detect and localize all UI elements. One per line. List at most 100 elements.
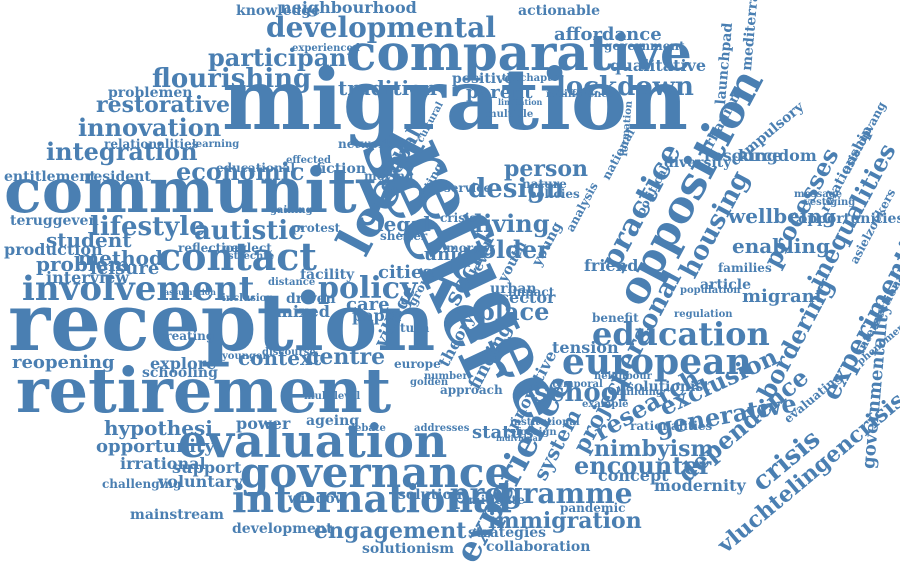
word-community: community [4, 154, 393, 227]
word-neglect: neglect [222, 241, 272, 255]
word-reflection: reflection [178, 241, 243, 255]
word-golden: golden [410, 377, 449, 388]
word-fiction: fiction [316, 161, 367, 177]
word-problem: problem [36, 252, 130, 276]
word-positive: positive [452, 71, 514, 87]
word-union: union [424, 244, 483, 265]
word-actionable: actionable [518, 3, 600, 19]
word-friend: friend [584, 256, 639, 275]
word-diversity: diversity [664, 155, 732, 171]
word-explore: explore [150, 354, 217, 373]
word-method: method [78, 246, 163, 270]
word-gaining: gaining [270, 205, 313, 216]
word-autistic: autistic [194, 216, 304, 246]
word-programme: programme [450, 477, 633, 510]
word-power: power [236, 414, 291, 433]
word-status: status [472, 422, 534, 443]
word-integration: integration [46, 137, 198, 166]
word-service: service [444, 181, 492, 195]
word-cities: cities [378, 262, 433, 283]
word-solutionism: solutionism [362, 541, 455, 557]
word-younger: younger [222, 351, 268, 362]
word-person: person [504, 156, 589, 182]
word-reopening: reopening [12, 352, 115, 373]
word-support: support [172, 458, 242, 477]
word-voluntary: voluntary [158, 472, 243, 491]
word-europe: europe [394, 357, 441, 371]
word-modernity: modernity [654, 476, 746, 495]
word-development: development [232, 521, 333, 537]
word-policies: policies [528, 187, 580, 201]
word-turn: turn [400, 321, 430, 335]
word-neighbourhood: neighbourhood [280, 0, 417, 17]
word-families: families [718, 261, 772, 275]
word-window: window [288, 491, 347, 507]
word-population: population [680, 285, 741, 296]
word-more: more [446, 241, 481, 255]
word-nimbyism: nimbyism [594, 436, 714, 462]
word-interview: interview [46, 268, 130, 287]
word-learning: learning [192, 139, 240, 150]
word-thechapter: thechapter [502, 73, 564, 84]
word-building: building [616, 387, 663, 398]
word-leisure: leisure [90, 258, 160, 279]
word-restorative: restorative [96, 92, 230, 118]
word-design: design [468, 174, 565, 204]
word-production: production [4, 240, 103, 259]
word-ageing: ageing [306, 413, 360, 429]
word-migrant: migrant [742, 286, 824, 307]
word-rationalities: rationalities [630, 419, 713, 433]
word-student: student [46, 228, 132, 252]
word-approach: approach [440, 383, 503, 397]
word-contact: contact [158, 234, 317, 279]
word-limitation: limitation [498, 97, 543, 107]
word-educational: educational [216, 161, 295, 175]
word-care: care [346, 294, 390, 315]
word-addresses: addresses [414, 423, 470, 434]
word-innovation: innovation [78, 113, 222, 142]
word-multiple: multiple [486, 109, 534, 120]
word-flourishing: flourishing [152, 64, 312, 94]
word-tradition: tradition [338, 76, 438, 100]
word-tension: tension [552, 338, 619, 357]
word-inclusion: inclusion [222, 293, 274, 304]
word-knowledge: knowledge [236, 3, 320, 19]
word-nature: nature [522, 177, 567, 191]
word-lifestyle: lifestyle [90, 212, 206, 242]
word-qualitative: qualitative [610, 56, 707, 75]
word-retirement: retirement [16, 354, 392, 427]
word-legal: legal [376, 212, 431, 236]
word-article: article [700, 277, 751, 293]
word-crisis: crisis [440, 211, 477, 225]
word-message: message [794, 189, 843, 200]
word-european: european [562, 341, 752, 383]
word-protest: protest [292, 221, 341, 235]
word-living: living [474, 209, 550, 238]
word-enabling: enabling [732, 234, 830, 258]
word-irrational: irrational [120, 454, 206, 473]
word-experienced: experienced [292, 43, 360, 54]
word-kingdom: kingdom [738, 146, 817, 165]
word-problemen: problemen [108, 85, 193, 101]
word-participant: participant [208, 43, 358, 72]
word-evaluation: evaluation [178, 414, 448, 468]
word-opportunity: opportunity [96, 436, 215, 457]
word-comparative: comparative [346, 23, 692, 82]
word-paper: paper [352, 306, 404, 325]
word-affordance: affordance [554, 24, 662, 45]
word-regulation: regulation [674, 309, 733, 320]
word-institutional: institutional [510, 417, 580, 428]
word-developmental: developmental [266, 11, 496, 44]
word-resource: resource [704, 146, 783, 165]
word-moving: moving [364, 169, 414, 183]
word-international: international [232, 476, 513, 521]
word-urban: urban [490, 281, 537, 297]
word-solutionist: solutionist [626, 379, 710, 395]
word-involvement: involvement [22, 269, 255, 309]
word-parent: parent [466, 82, 533, 103]
word-debate: debate [348, 423, 386, 434]
word-entitlement: entitlement [4, 169, 96, 185]
word-vestiging: vestiging [804, 197, 856, 208]
word-impact: impact [508, 285, 555, 299]
